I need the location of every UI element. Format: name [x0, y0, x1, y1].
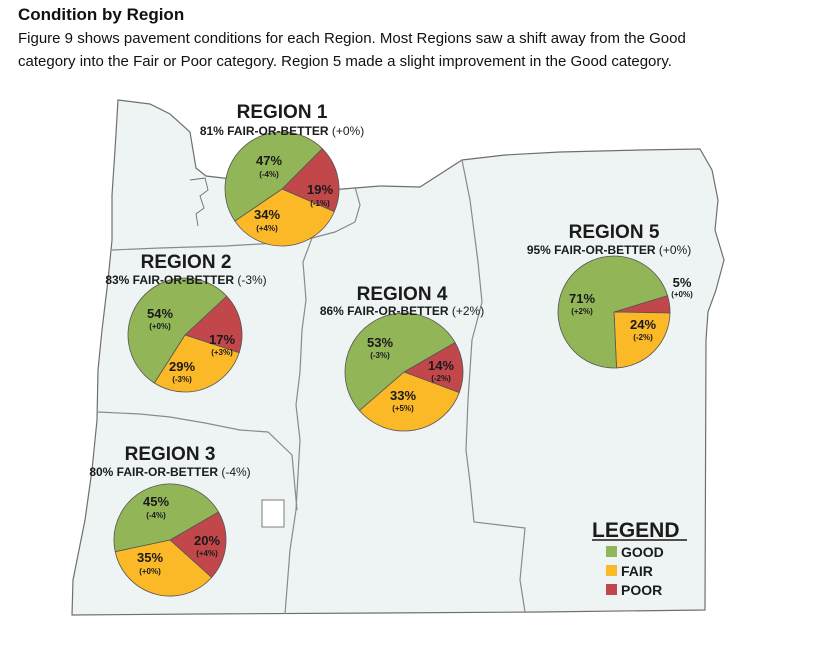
region-4-change: (+2%): [452, 304, 484, 318]
region-3-summary-line: 80% FAIR-OR-BETTER (-4%): [89, 465, 250, 479]
boundary-r1-r4: [311, 186, 361, 239]
region-1-good-delta: (-4%): [259, 170, 279, 179]
region-4-poor-value: 14%: [428, 358, 454, 373]
boundary-r4-r5: [461, 159, 526, 613]
region-5-poor-delta: (+0%): [671, 290, 693, 299]
region-2-change: (-3%): [237, 273, 266, 287]
region-1-summary: 81% FAIR-OR-BETTER: [200, 124, 329, 138]
region-1-poor-value: 19%: [307, 182, 333, 197]
region-1-fair-delta: (+4%): [256, 224, 278, 233]
region-4-summary: 86% FAIR-OR-BETTER: [320, 304, 449, 318]
legend-label-poor: POOR: [621, 582, 662, 598]
region-4-fair-delta: (+5%): [392, 404, 414, 413]
region-2-poor-delta: (+3%): [211, 348, 233, 357]
region-1-poor-delta: (-1%): [310, 199, 330, 208]
region-5-title: REGION 5: [569, 222, 660, 243]
boundary-west-east: [284, 237, 313, 615]
legend: LEGEND GOOD FAIR POOR: [592, 519, 687, 598]
region-4-title: REGION 4: [357, 284, 448, 305]
section-heading: Condition by Region: [18, 5, 185, 24]
region-3-slice-good: [113, 483, 220, 553]
intro-line-1: Figure 9 shows pavement conditions for e…: [18, 30, 686, 47]
region-5-good-value: 71%: [569, 291, 595, 306]
region-4-slice-fair: [358, 371, 460, 432]
region-5-slice-fair: [613, 311, 671, 369]
region-2-good-value: 54%: [147, 306, 173, 321]
region-2-fair-delta: (-3%): [172, 375, 192, 384]
region-2-fair-value: 29%: [169, 359, 195, 374]
region-5-fair-value: 24%: [630, 317, 656, 332]
region-3-fair-value: 35%: [137, 550, 163, 565]
legend-swatch-good: [606, 546, 617, 557]
coast-detail: [189, 177, 209, 227]
boundary-r2-r3: [97, 411, 298, 511]
region-5-fair-delta: (-2%): [633, 333, 653, 342]
region-1-pie: [224, 131, 340, 247]
legend-label-fair: FAIR: [621, 563, 653, 579]
region-3-pie: [113, 483, 227, 597]
region-5-change: (+0%): [659, 243, 691, 257]
region-5-slice-good: [557, 255, 669, 369]
region-3-change: (-4%): [221, 465, 250, 479]
region-5-summary: 95% FAIR-OR-BETTER: [527, 243, 656, 257]
region-1-fair-value: 34%: [254, 207, 280, 222]
legend-swatch-fair: [606, 565, 617, 576]
region-1-title: REGION 1: [237, 102, 328, 123]
region-3-summary: 80% FAIR-OR-BETTER: [89, 465, 218, 479]
region-4-pie: [344, 312, 464, 432]
legend-title: LEGEND: [592, 519, 680, 542]
region-4-good-value: 53%: [367, 335, 393, 350]
region-5-good-delta: (+2%): [571, 307, 593, 316]
region-4-summary-line: 86% FAIR-OR-BETTER (+2%): [320, 304, 484, 318]
region-4-slice-good: [344, 312, 456, 412]
region-3-poor-value: 20%: [194, 533, 220, 548]
region-2-slice-good: [127, 277, 228, 384]
region-1-slice-fair: [234, 188, 335, 247]
region-2-summary: 83% FAIR-OR-BETTER: [105, 273, 234, 287]
region-2-summary-line: 83% FAIR-OR-BETTER (-3%): [105, 273, 266, 287]
region-boundaries: [97, 159, 526, 615]
region-4-fair-value: 33%: [390, 388, 416, 403]
region-1-slice-good: [224, 131, 323, 222]
region-4-slice-poor: [403, 341, 464, 394]
region-3-title: REGION 3: [125, 444, 216, 465]
region-3-fair-delta: (+0%): [139, 567, 161, 576]
legend-swatch-poor: [606, 584, 617, 595]
region-1-summary-line: 81% FAIR-OR-BETTER (+0%): [200, 124, 364, 138]
enclave-box: [261, 499, 285, 528]
region-2-slice-poor: [184, 295, 243, 354]
region-5-summary-line: 95% FAIR-OR-BETTER (+0%): [527, 243, 691, 257]
region-2-slice-fair: [153, 334, 240, 393]
header: Condition by Region Figure 9 shows pavem…: [18, 4, 818, 72]
region-2-pie: [127, 277, 243, 393]
region-1-change: (+0%): [332, 124, 364, 138]
region-4-good-delta: (-3%): [370, 351, 390, 360]
region-2-title: REGION 2: [141, 252, 232, 273]
region-2-good-delta: (+0%): [149, 322, 171, 331]
region-1-good-value: 47%: [256, 153, 282, 168]
legend-label-good: GOOD: [621, 544, 664, 560]
region-2-poor-value: 17%: [209, 332, 235, 347]
intro-line-2: category into the Fair or Poor category.…: [18, 53, 672, 70]
region-1-slice-poor: [281, 148, 340, 213]
region-3-poor-delta: (+4%): [196, 549, 218, 558]
region-3-slice-fair: [114, 539, 213, 597]
region-4-poor-delta: (-2%): [431, 374, 451, 383]
region-5-pie: [557, 255, 671, 369]
region-3-good-value: 45%: [143, 494, 169, 509]
region-3-good-delta: (-4%): [146, 511, 166, 520]
region-3-slice-poor: [169, 511, 227, 579]
region-5-poor-value: 5%: [673, 275, 692, 290]
